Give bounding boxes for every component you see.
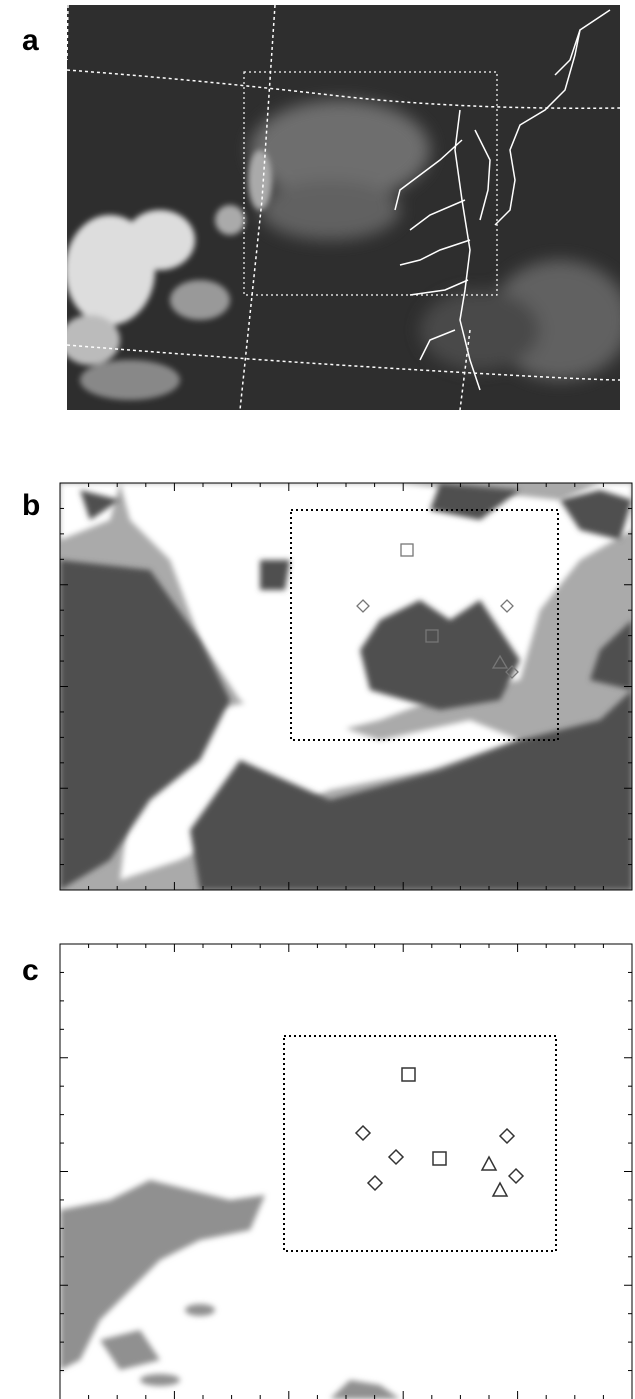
panel-label: b — [22, 489, 40, 522]
contour-map — [60, 483, 632, 890]
ticks — [60, 944, 632, 1399]
ticks — [60, 483, 632, 890]
panel-label: a — [22, 24, 39, 57]
contour-map — [60, 944, 632, 1399]
satellite-image — [67, 5, 620, 410]
panel-label: c — [22, 954, 39, 987]
